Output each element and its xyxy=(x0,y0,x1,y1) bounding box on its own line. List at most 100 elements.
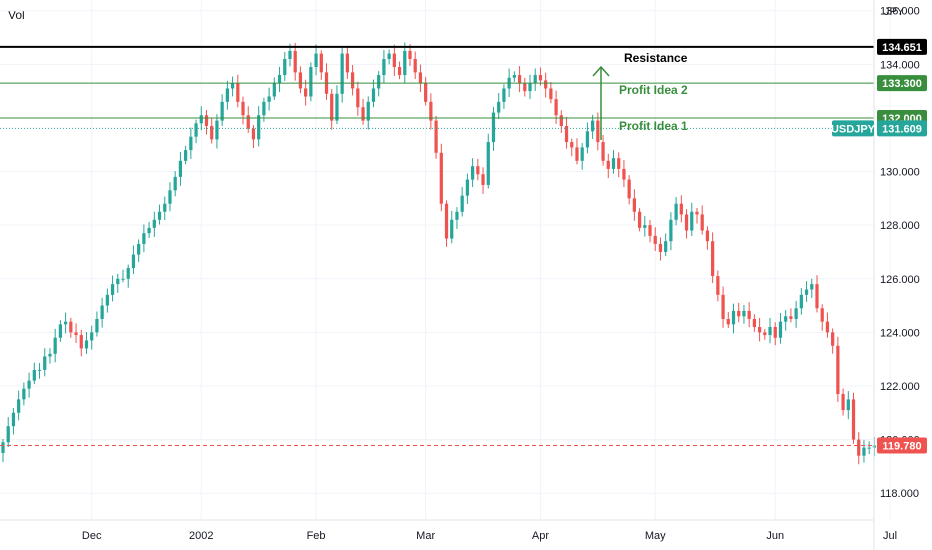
candle-body xyxy=(178,160,183,177)
candle-body xyxy=(684,214,689,231)
time-tick-label: Jun xyxy=(766,530,784,542)
candle-body xyxy=(810,284,814,290)
candle-body xyxy=(262,101,266,116)
candle-body xyxy=(627,179,631,199)
candle-body xyxy=(27,380,31,389)
price-tick-label: 124.000 xyxy=(880,327,920,339)
price-tick-label: 122.000 xyxy=(880,381,920,393)
candle-body xyxy=(418,72,423,84)
candle-body xyxy=(622,168,626,180)
candle-body xyxy=(773,327,777,338)
candle-body xyxy=(497,101,501,113)
time-tick-label: Dec xyxy=(82,530,102,542)
candle-body xyxy=(502,88,506,102)
candle-body xyxy=(439,152,443,204)
candle-body xyxy=(236,83,240,102)
price-tag: 119.780 xyxy=(882,440,921,452)
candle-body xyxy=(377,75,381,89)
profit-idea-1-annotation: Profit Idea 1 xyxy=(619,119,688,133)
volume-label: Vol xyxy=(8,8,25,22)
time-tick-label: Apr xyxy=(532,530,549,542)
candle-body xyxy=(319,53,323,73)
candle-body xyxy=(564,125,569,143)
candle-body xyxy=(137,243,141,255)
candle-body xyxy=(679,203,683,215)
candle-body xyxy=(820,308,824,322)
candles xyxy=(1,42,877,465)
candle-body xyxy=(74,332,78,336)
candle-body xyxy=(862,447,866,456)
price-tag: 131.609 xyxy=(882,123,922,135)
candle-body xyxy=(664,241,668,252)
candle-body xyxy=(757,327,762,333)
candle-body xyxy=(752,318,756,328)
price-tag: 133.300 xyxy=(882,78,922,90)
candle-body xyxy=(298,72,303,89)
candle-body xyxy=(637,211,642,228)
candle-body xyxy=(731,310,736,325)
candle-body xyxy=(17,399,21,413)
time-axis[interactable]: Dec 2002 Feb Mar Apr May Jun Jul xyxy=(0,519,897,542)
candle-body xyxy=(11,412,16,427)
candle-body xyxy=(350,72,355,89)
candle-body xyxy=(857,439,861,456)
level-lines xyxy=(0,45,874,446)
candle-body xyxy=(643,225,647,228)
candle-body xyxy=(575,147,579,161)
candle-body xyxy=(444,203,449,239)
candle-body xyxy=(778,321,783,338)
target-arrow xyxy=(592,65,610,140)
candle-body xyxy=(408,50,412,59)
candle-body xyxy=(340,53,344,94)
candle-body xyxy=(450,219,454,239)
profit-idea-2-annotation: Profit Idea 2 xyxy=(619,83,688,97)
candle-body xyxy=(533,75,537,84)
candle-body xyxy=(116,278,120,285)
candle-body xyxy=(429,101,433,121)
candle-body xyxy=(204,115,209,126)
candle-body xyxy=(345,53,349,73)
candle-body xyxy=(168,190,172,204)
candle-body xyxy=(361,107,365,121)
candle-body xyxy=(841,394,845,411)
candle-body xyxy=(387,53,391,59)
candle-body xyxy=(512,75,516,78)
candle-body xyxy=(465,179,470,196)
candle-body xyxy=(658,243,663,252)
candle-body xyxy=(95,318,99,333)
candle-body xyxy=(742,310,746,317)
candle-body xyxy=(356,88,360,108)
price-tick-label: 134.000 xyxy=(880,59,920,71)
candle-body xyxy=(314,53,318,68)
price-tag-bg xyxy=(877,75,927,92)
currency-label: JPY xyxy=(884,6,905,18)
candle-body xyxy=(79,335,83,349)
time-tick-label: Jul xyxy=(883,530,897,542)
candle-body xyxy=(397,67,402,76)
candle-body xyxy=(799,294,803,309)
candle-body xyxy=(726,318,730,325)
candle-body xyxy=(768,327,772,336)
candle-body xyxy=(257,115,261,140)
candle-body xyxy=(867,447,871,449)
candle-body xyxy=(486,142,490,185)
candle-body xyxy=(460,195,464,212)
candle-body xyxy=(789,316,793,319)
candle-body xyxy=(794,308,798,319)
symbol-tag-bg xyxy=(832,120,874,137)
candle-body xyxy=(392,53,396,68)
annotations: Resistance Profit Idea 2 Profit Idea 1 xyxy=(592,51,688,140)
price-tag-bg xyxy=(877,437,927,454)
candle-body xyxy=(251,128,256,140)
candle-body xyxy=(851,399,856,440)
candle-body xyxy=(309,67,313,97)
candle-body xyxy=(716,276,720,295)
time-tick-label: Mar xyxy=(416,530,435,542)
candle-body xyxy=(48,353,52,357)
candle-body xyxy=(246,115,250,129)
candle-body xyxy=(283,58,287,76)
candle-body xyxy=(606,160,610,169)
candle-body xyxy=(470,166,475,180)
